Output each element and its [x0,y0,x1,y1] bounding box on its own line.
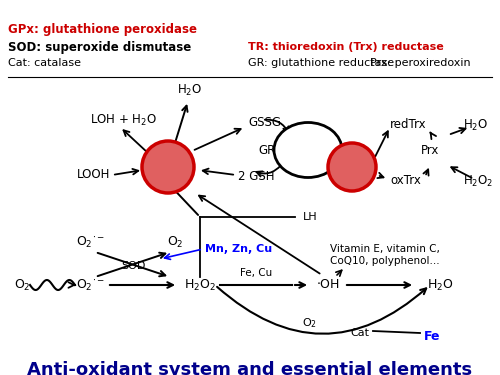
Text: GSSG: GSSG [248,117,281,129]
Text: Se: Se [158,165,178,179]
Text: Fe, Cu: Fe, Cu [240,268,272,278]
Text: Cat: catalase: Cat: catalase [8,58,81,68]
Text: Cat: Cat [350,328,370,338]
Text: O$_2$: O$_2$ [302,316,318,330]
Text: Anti-oxidant system and essential elements: Anti-oxidant system and essential elemen… [28,361,472,375]
Text: H$_2$O$_2$: H$_2$O$_2$ [463,174,493,189]
Text: GPx: glutathione peroxidase: GPx: glutathione peroxidase [8,24,197,36]
Text: H$_2$O: H$_2$O [426,278,454,292]
Text: $\cdot$OH: $\cdot$OH [316,279,340,291]
Text: Mn, Zn, Cu: Mn, Zn, Cu [205,244,272,254]
Text: TR: TR [346,154,362,164]
Text: LH: LH [303,212,318,222]
Text: GR: GR [258,144,276,156]
Text: SOD: superoxide dismutase: SOD: superoxide dismutase [8,40,191,54]
Text: Prx: Prx [421,144,439,156]
Text: NADPH: NADPH [288,145,328,155]
Text: GR: glutathione reductase: GR: glutathione reductase [248,58,394,68]
Text: 2 GSH: 2 GSH [238,171,275,183]
Text: Fe: Fe [424,330,440,344]
Text: Prx: peroxiredoxin: Prx: peroxiredoxin [370,58,470,68]
Text: LOOH: LOOH [76,168,110,182]
Text: Se: Se [342,165,362,179]
Ellipse shape [274,123,342,177]
Text: O$_2$$^{\cdot-}$: O$_2$$^{\cdot-}$ [76,278,104,292]
Text: GPx: GPx [156,154,180,164]
Text: Vitamin E, vitamin C,
CoQ10, polyphenol...: Vitamin E, vitamin C, CoQ10, polyphenol.… [330,244,440,266]
Text: O$_2$: O$_2$ [14,278,30,292]
Text: SOD: SOD [121,261,145,271]
Text: H$_2$O$_2$: H$_2$O$_2$ [184,278,216,292]
Ellipse shape [142,141,194,193]
Text: TR: thioredoxin (Trx) reductase: TR: thioredoxin (Trx) reductase [248,42,444,52]
Ellipse shape [328,143,376,191]
Text: O$_2$: O$_2$ [166,234,184,249]
Text: LOH + H$_2$O: LOH + H$_2$O [90,112,157,128]
Text: O$_2$$^{\cdot-}$: O$_2$$^{\cdot-}$ [76,234,104,250]
Text: H$_2$O: H$_2$O [464,117,488,132]
Text: oxTrx: oxTrx [390,174,421,188]
Text: H$_2$O: H$_2$O [178,82,203,98]
Text: redTrx: redTrx [390,118,426,132]
